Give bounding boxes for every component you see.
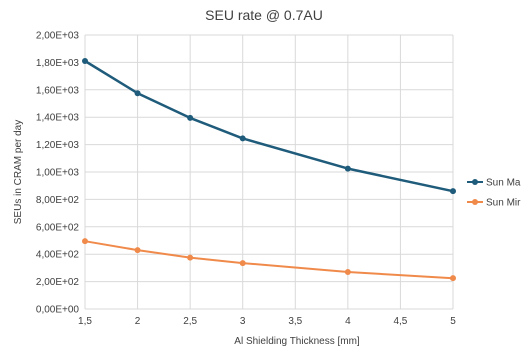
x-tick-label: 4,5 bbox=[393, 316, 407, 327]
y-tick-label: 0,00E+00 bbox=[36, 305, 80, 316]
legend-label: Sun Ma bbox=[486, 178, 521, 189]
y-tick-label: 6,00E+02 bbox=[36, 222, 80, 233]
data-point bbox=[239, 260, 246, 267]
x-tick-label: 4 bbox=[345, 316, 351, 327]
data-point bbox=[450, 275, 456, 282]
y-tick-label: 1,60E+03 bbox=[36, 85, 80, 96]
y-tick-label: 8,00E+02 bbox=[36, 195, 80, 206]
series-line-1 bbox=[84, 240, 454, 280]
y-tick-label: 2,00E+02 bbox=[36, 277, 80, 288]
data-point bbox=[134, 247, 141, 254]
y-tick-label: 1,80E+03 bbox=[36, 58, 80, 69]
x-axis-label: Al Shielding Thickness [mm] bbox=[234, 336, 360, 347]
y-axis-ticks: 0,00E+00 2,00E+02 4,00E+02 6,00E+02 8,00E+02… bbox=[36, 31, 80, 316]
data-point bbox=[239, 135, 246, 142]
data-point bbox=[134, 90, 141, 97]
legend: Sun Ma Sun Mir bbox=[467, 178, 521, 209]
legend-swatch-marker bbox=[472, 199, 478, 205]
x-tick-label: 2,5 bbox=[183, 316, 197, 327]
data-point bbox=[344, 269, 351, 276]
x-tick-label: 5 bbox=[450, 316, 456, 327]
series-group bbox=[82, 58, 456, 282]
x-tick-label: 3,5 bbox=[288, 316, 302, 327]
y-axis-label: SEUs in CRAM per day bbox=[13, 120, 24, 224]
y-tick-label: 1,20E+03 bbox=[36, 140, 80, 151]
y-tick-label: 2,00E+03 bbox=[36, 31, 80, 42]
y-tick-label: 1,40E+03 bbox=[36, 113, 80, 124]
chart-title: SEU rate @ 0.7AU bbox=[205, 7, 323, 23]
data-point bbox=[187, 254, 194, 261]
grid-lines bbox=[84, 34, 454, 310]
y-tick-label: 1,00E+03 bbox=[36, 168, 80, 179]
data-point bbox=[187, 114, 194, 121]
series-line-0 bbox=[84, 59, 454, 193]
x-tick-label: 2 bbox=[135, 316, 141, 327]
data-point bbox=[82, 58, 88, 65]
legend-swatch-marker bbox=[472, 179, 478, 185]
x-tick-label: 3 bbox=[240, 316, 246, 327]
x-axis-ticks: 1,5 2 2,5 3 3,5 4 4,5 5 bbox=[78, 316, 456, 327]
data-point bbox=[82, 238, 88, 245]
data-point bbox=[450, 188, 456, 195]
data-point bbox=[344, 165, 351, 172]
x-tick-label: 1,5 bbox=[78, 316, 92, 327]
legend-label: Sun Mir bbox=[486, 198, 521, 209]
y-tick-label: 4,00E+02 bbox=[36, 250, 80, 261]
